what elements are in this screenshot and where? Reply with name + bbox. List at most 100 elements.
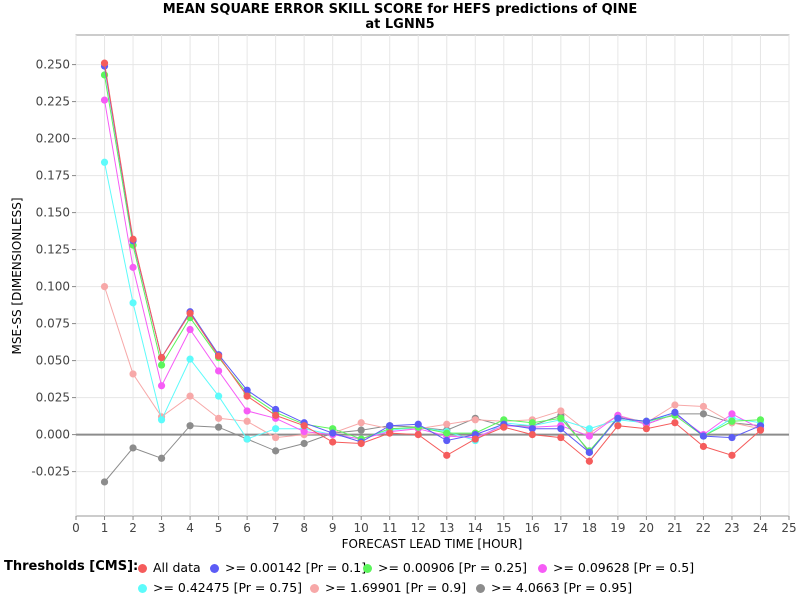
data-point xyxy=(557,415,564,422)
x-tick-label: 21 xyxy=(667,521,682,535)
x-tick-label: 18 xyxy=(582,521,597,535)
legend-marker-pr-0-5 xyxy=(538,564,547,573)
legend-item-all-data[interactable]: All data xyxy=(138,560,201,575)
data-point xyxy=(386,430,393,437)
x-tick-label: 22 xyxy=(696,521,711,535)
legend-item-pr-0-9[interactable]: >= 1.69901 [Pr = 0.9] xyxy=(310,580,466,595)
y-tick-label: 0.000 xyxy=(36,428,70,442)
x-tick-label: 9 xyxy=(329,521,337,535)
legend-item-pr-0-75[interactable]: >= 0.42475 [Pr = 0.75] xyxy=(138,580,302,595)
data-point xyxy=(443,452,450,459)
data-point xyxy=(643,425,650,432)
legend-item-pr-0-25[interactable]: >= 0.00906 [Pr = 0.25] xyxy=(363,560,527,575)
data-point xyxy=(671,401,678,408)
data-point xyxy=(415,431,422,438)
data-point xyxy=(158,361,165,368)
y-tick-label: 0.100 xyxy=(36,280,70,294)
data-point xyxy=(700,403,707,410)
y-tick-label: 0.025 xyxy=(36,391,70,405)
x-tick-label: 1 xyxy=(101,521,109,535)
data-point xyxy=(244,407,251,414)
data-point xyxy=(272,447,279,454)
legend-label: >= 4.0663 [Pr = 0.95] xyxy=(491,580,632,595)
data-point xyxy=(757,427,764,434)
data-point xyxy=(358,419,365,426)
data-point xyxy=(614,422,621,429)
data-point xyxy=(186,393,193,400)
x-tick-label: 8 xyxy=(300,521,308,535)
data-point xyxy=(671,419,678,426)
y-tick-label: 0.125 xyxy=(36,243,70,257)
data-point xyxy=(158,455,165,462)
y-axis-label: MSE-SS [DIMENSIONLESS] xyxy=(10,197,24,354)
legend-label: >= 0.09628 [Pr = 0.5] xyxy=(553,560,694,575)
data-point xyxy=(700,443,707,450)
data-point xyxy=(186,326,193,333)
data-point xyxy=(614,415,621,422)
x-axis-label: FORECAST LEAD TIME [HOUR] xyxy=(342,537,523,551)
legend-item-pr-0-95[interactable]: >= 4.0663 [Pr = 0.95] xyxy=(476,580,632,595)
x-tick-label: 11 xyxy=(382,521,397,535)
legend-marker-pr-0-25 xyxy=(363,564,372,573)
x-axis-ticks: 0 1 2 3 4 5 6 7 8 9 10 11 12 13 14 15 16 17 18 19 20 21 22 23 24… xyxy=(72,516,796,535)
data-point xyxy=(215,424,222,431)
data-point xyxy=(671,409,678,416)
data-point xyxy=(272,412,279,419)
data-point xyxy=(586,458,593,465)
data-point xyxy=(101,283,108,290)
data-point xyxy=(101,60,108,67)
data-point xyxy=(129,264,136,271)
x-tick-label: 16 xyxy=(525,521,540,535)
x-tick-label: 23 xyxy=(724,521,739,535)
data-point xyxy=(186,356,193,363)
data-point xyxy=(215,367,222,374)
data-point xyxy=(101,478,108,485)
y-tick-label: -0.025 xyxy=(31,465,70,479)
legend-marker-pr-0-75 xyxy=(138,584,147,593)
data-point xyxy=(101,159,108,166)
x-tick-label: 4 xyxy=(186,521,194,535)
data-point xyxy=(329,430,336,437)
data-point xyxy=(728,410,735,417)
legend-marker-pr-0-9 xyxy=(310,584,319,593)
data-point xyxy=(301,422,308,429)
x-tick-label: 14 xyxy=(468,521,483,535)
x-tick-label: 25 xyxy=(781,521,796,535)
legend-title: Thresholds [CMS]: xyxy=(4,559,138,574)
data-point xyxy=(215,353,222,360)
data-point xyxy=(700,410,707,417)
data-point xyxy=(386,422,393,429)
data-point xyxy=(728,418,735,425)
data-point xyxy=(529,431,536,438)
data-point xyxy=(415,421,422,428)
x-tick-label: 3 xyxy=(158,521,166,535)
data-point xyxy=(186,422,193,429)
data-point xyxy=(643,418,650,425)
data-point xyxy=(472,435,479,442)
data-point xyxy=(358,427,365,434)
data-point xyxy=(129,299,136,306)
plot-background xyxy=(76,35,789,516)
data-point xyxy=(586,425,593,432)
data-point xyxy=(728,452,735,459)
data-point xyxy=(557,407,564,414)
x-tick-label: 19 xyxy=(610,521,625,535)
data-point xyxy=(700,432,707,439)
data-point xyxy=(129,236,136,243)
data-point xyxy=(129,370,136,377)
legend-label: >= 0.00906 [Pr = 0.25] xyxy=(378,560,527,575)
x-tick-label: 2 xyxy=(129,521,137,535)
legend-item-pr-0-5[interactable]: >= 0.09628 [Pr = 0.5] xyxy=(538,560,694,575)
y-tick-label: 0.175 xyxy=(36,169,70,183)
y-tick-label: 0.075 xyxy=(36,317,70,331)
data-point xyxy=(215,415,222,422)
data-point xyxy=(443,430,450,437)
y-tick-label: 0.150 xyxy=(36,206,70,220)
x-tick-label: 20 xyxy=(639,521,654,535)
legend-label: All data xyxy=(153,560,201,575)
legend-item-pr-0-1[interactable]: >= 0.00142 [Pr = 0.1] xyxy=(210,560,366,575)
y-axis-ticks: 0.250 0.225 0.200 0.175 0.150 0.125 0.100 0.075… xyxy=(31,58,76,479)
data-point xyxy=(500,424,507,431)
x-tick-label: 7 xyxy=(272,521,280,535)
data-point xyxy=(358,440,365,447)
